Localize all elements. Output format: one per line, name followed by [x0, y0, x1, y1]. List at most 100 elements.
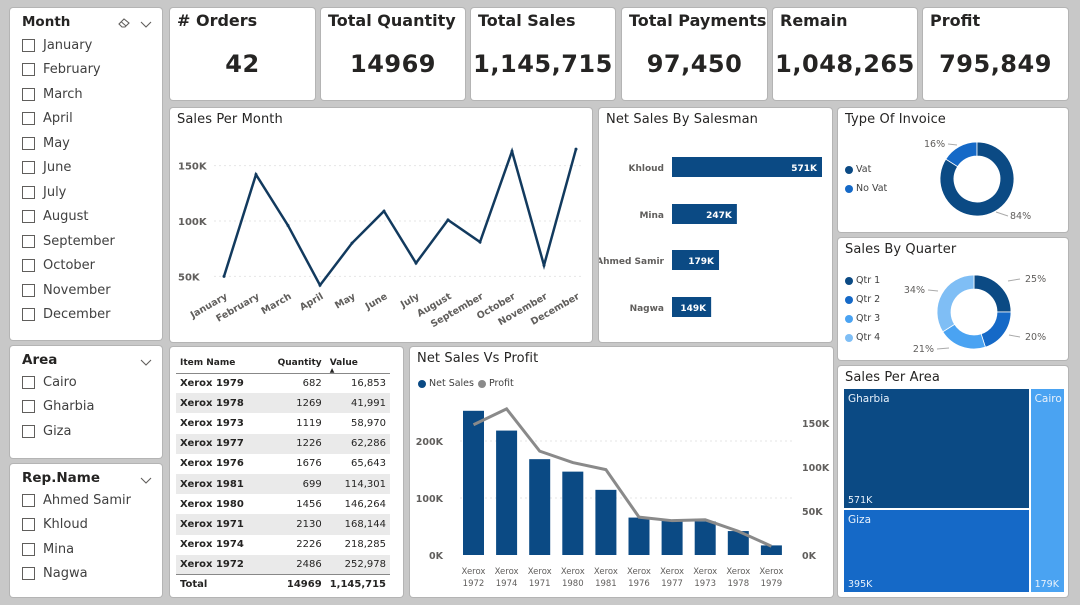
checkbox[interactable] [22, 185, 35, 199]
net-sales-bar[interactable] [760, 545, 782, 555]
col-header-value[interactable]: Value ▲ [325, 353, 390, 374]
data-point[interactable] [446, 218, 450, 222]
legend-item[interactable]: Qtr 4 [845, 328, 880, 347]
net-sales-bar[interactable] [628, 517, 650, 555]
legend-profit[interactable]: Profit [477, 374, 514, 393]
checkbox[interactable] [22, 493, 35, 507]
rep-item[interactable]: Mina [22, 537, 131, 562]
checkbox[interactable] [22, 259, 35, 273]
legend-item[interactable]: Qtr 3 [845, 309, 880, 328]
checkbox[interactable] [22, 136, 35, 150]
net-sales-bar[interactable] [661, 519, 683, 555]
net-sales-bar[interactable] [694, 521, 716, 555]
treemap-tile-gharbia[interactable]: Gharbia 571K [844, 389, 1029, 508]
checkbox[interactable] [22, 308, 35, 322]
checkbox[interactable] [22, 400, 35, 414]
rep-item[interactable]: Ahmed Samir [22, 488, 131, 513]
net-sales-bar[interactable] [496, 430, 518, 555]
bar-nagwa[interactable] [672, 297, 712, 317]
sales-line[interactable] [222, 147, 578, 288]
table-row[interactable]: Xerox 1981 699 114,301 [176, 473, 390, 495]
data-point[interactable] [254, 173, 258, 177]
legend-item[interactable]: No Vat [845, 179, 887, 198]
month-item[interactable]: February [22, 58, 115, 83]
col-header-quantity[interactable]: Quantity [273, 353, 326, 374]
checkbox[interactable] [22, 161, 35, 175]
chevron-down-icon[interactable] [140, 352, 152, 371]
month-item[interactable]: October [22, 254, 115, 279]
data-point[interactable] [318, 283, 322, 287]
donut-slice[interactable] [973, 274, 1012, 313]
legend-item[interactable]: Qtr 1 [845, 271, 880, 290]
data-point[interactable] [414, 261, 418, 265]
legend-net-sales[interactable]: Net Sales [418, 374, 474, 393]
data-point[interactable] [510, 149, 514, 153]
net-sales-bar[interactable] [595, 489, 617, 555]
data-point[interactable] [286, 223, 290, 227]
checkbox[interactable] [22, 112, 35, 126]
sales-per-area-chart[interactable]: Sales Per Area Gharbia 571K Giza 395K Cairo 1… [838, 366, 1068, 597]
legend-item[interactable]: Vat [845, 160, 887, 179]
sales-per-month-chart[interactable]: Sales Per Month 50K 100K 150K January Februa… [170, 108, 592, 342]
sales-by-quarter-chart[interactable]: Sales By Quarter Qtr 1 Qtr 2 Qtr 3 Qtr 4 25… [838, 238, 1068, 360]
donut-slice[interactable] [980, 311, 1012, 348]
month-item[interactable]: March [22, 82, 115, 107]
checkbox[interactable] [22, 424, 35, 438]
rep-item[interactable]: Nagwa [22, 562, 131, 587]
net-sales-bar[interactable] [562, 471, 584, 555]
treemap-tile-giza[interactable]: Giza 395K [844, 509, 1029, 592]
table-row[interactable]: Xerox 1980 1456 146,264 [176, 494, 390, 514]
table-row[interactable]: Xerox 1977 1226 62,286 [176, 433, 390, 454]
checkbox[interactable] [22, 38, 35, 52]
legend-item[interactable]: Qtr 2 [845, 290, 880, 309]
area-item[interactable]: Gharbia [22, 395, 94, 420]
col-header-item-name[interactable]: Item Name [176, 353, 274, 374]
month-item[interactable]: September [22, 229, 115, 254]
net-sales-bar[interactable] [463, 410, 484, 555]
data-point[interactable] [350, 241, 354, 245]
donut-slice[interactable] [936, 274, 975, 333]
data-point[interactable] [382, 209, 386, 213]
eraser-icon[interactable] [117, 14, 132, 33]
month-item[interactable]: August [22, 205, 115, 230]
checkbox[interactable] [22, 542, 35, 556]
area-item[interactable]: Cairo [22, 370, 94, 395]
profit-line[interactable] [472, 407, 773, 548]
net-sales-by-salesman-chart[interactable]: Net Sales By Salesman Khloud 571K Mina 247K… [599, 108, 832, 342]
table-row[interactable]: Xerox 1974 2226 218,285 [176, 535, 390, 555]
bar-khloud[interactable] [672, 157, 822, 177]
checkbox[interactable] [22, 87, 35, 101]
checkbox[interactable] [22, 375, 35, 389]
treemap-tile-cairo[interactable]: Cairo 179K [1030, 389, 1064, 592]
donut-slice[interactable] [939, 141, 1015, 217]
month-item[interactable]: July [22, 180, 115, 205]
type-of-invoice-chart[interactable]: Type Of Invoice Vat No Vat 16% 84% [838, 108, 1068, 232]
month-item[interactable]: November [22, 278, 115, 303]
data-point[interactable] [222, 274, 226, 278]
table-row[interactable]: Xerox 1978 1269 41,991 [176, 393, 390, 414]
checkbox[interactable] [22, 210, 35, 224]
table-row[interactable]: Xerox 1979 682 16,853 [176, 373, 390, 393]
chevron-down-icon[interactable] [140, 470, 152, 489]
checkbox[interactable] [22, 63, 35, 77]
bar-ahmed-samir[interactable] [672, 250, 720, 270]
area-item[interactable]: Giza [22, 419, 94, 444]
month-item[interactable]: January [22, 33, 115, 58]
checkbox[interactable] [22, 518, 35, 532]
data-point[interactable] [542, 263, 546, 267]
month-item[interactable]: May [22, 131, 115, 156]
chevron-down-icon[interactable] [140, 14, 152, 33]
checkbox[interactable] [22, 567, 35, 581]
net-sales-bar[interactable] [727, 531, 749, 555]
month-item[interactable]: April [22, 107, 115, 132]
month-item[interactable]: December [22, 303, 115, 328]
table-row[interactable]: Xerox 1971 2130 168,144 [176, 514, 390, 535]
month-item[interactable]: June [22, 156, 115, 181]
table-row[interactable]: Xerox 1973 1119 58,970 [176, 413, 390, 433]
table-row[interactable]: Xerox 1976 1676 65,643 [176, 454, 390, 474]
table-row[interactable]: Xerox 1972 2486 252,978 [176, 554, 390, 575]
data-point[interactable] [574, 147, 578, 151]
net-sales-vs-profit-chart[interactable]: Net Sales Vs Profit Net Sales Profit 0K 1… [410, 347, 833, 597]
checkbox[interactable] [22, 283, 35, 297]
bar-mina[interactable] [672, 204, 737, 224]
